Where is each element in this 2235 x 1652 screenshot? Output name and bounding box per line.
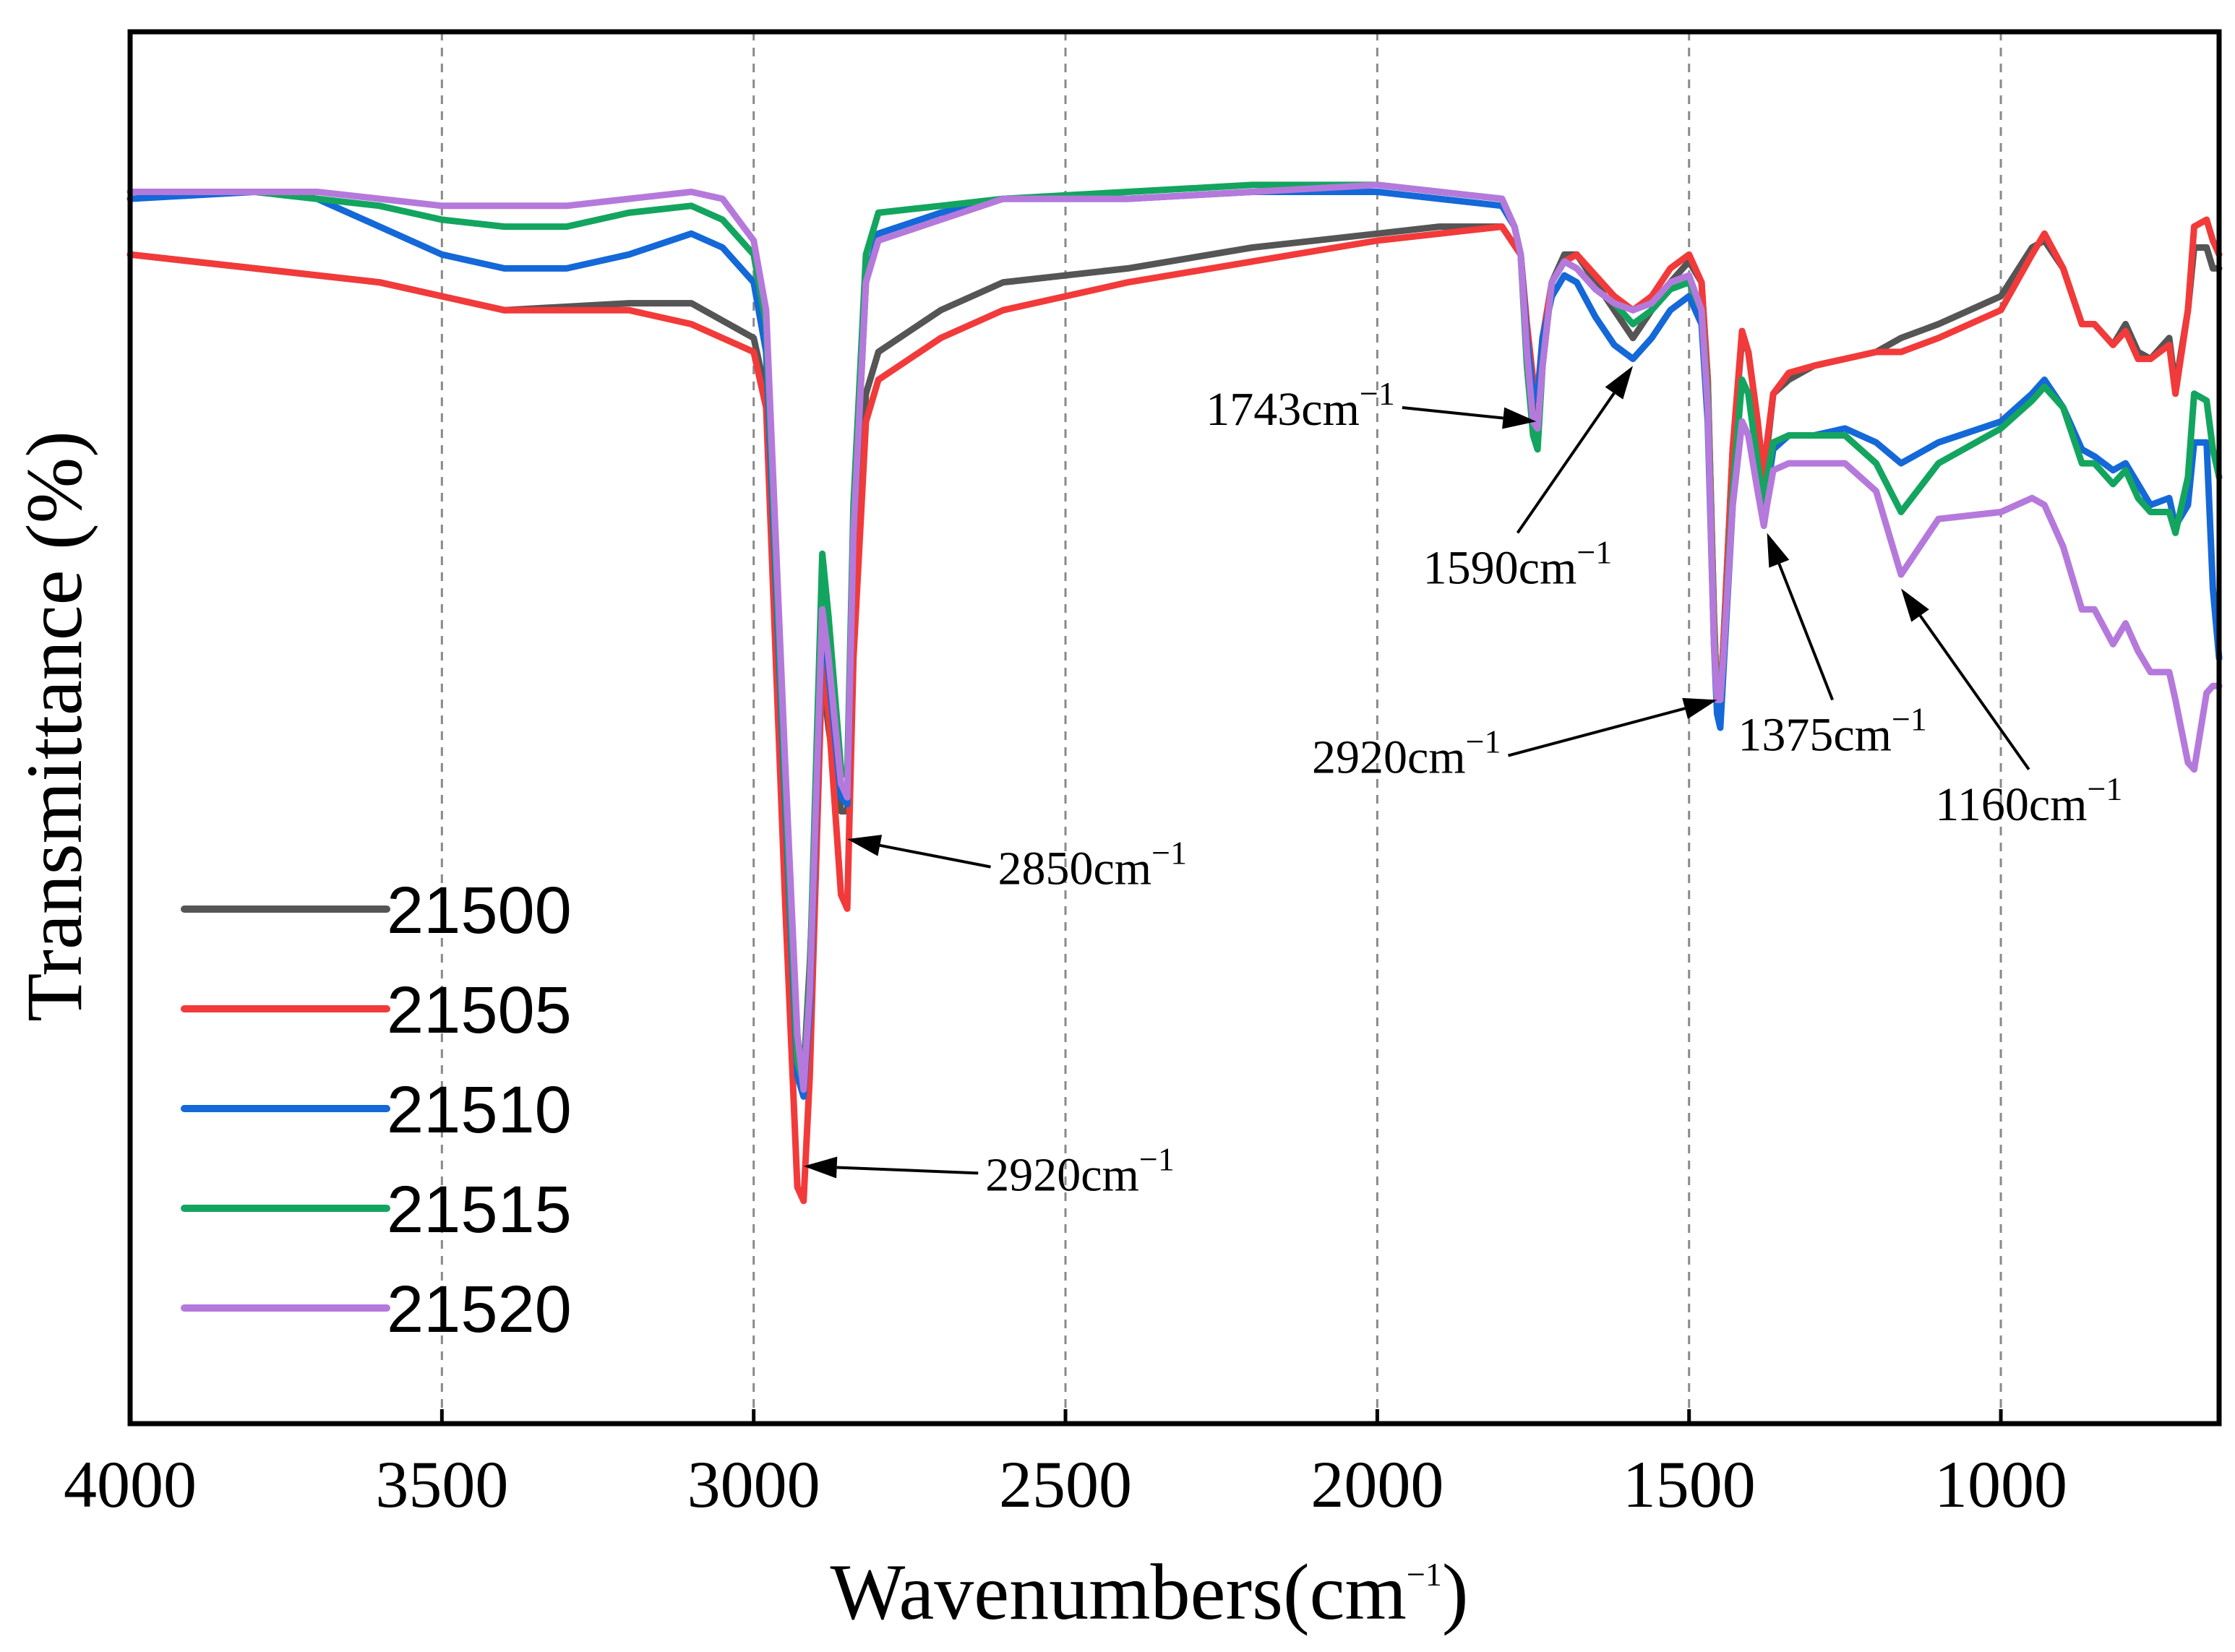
- annotation-arrow-line: [1516, 392, 1616, 534]
- annotation-label: 1590cm−1: [1423, 533, 1613, 594]
- annotation-label: 2920cm−1: [1312, 723, 1501, 784]
- annotation-arrow-line: [836, 1166, 979, 1175]
- annotation-arrow-head: [1605, 366, 1634, 400]
- series-line-21515: [126, 181, 2223, 1086]
- series-line-21505: [126, 216, 2223, 1205]
- annotation-label: 2850cm−1: [998, 835, 1188, 895]
- series-line-21500: [126, 223, 2223, 1079]
- legend-label-21500: 21500: [387, 874, 572, 947]
- annotation-arrow-head: [1502, 407, 1537, 429]
- legend-label-21505: 21505: [387, 973, 572, 1047]
- peak-annotations: 2850cm−1 2920cm−1 1743cm−1 1590cm−1 2920cm−1…: [803, 366, 2122, 1201]
- series-lines: [126, 181, 2223, 1205]
- x-tick-label-3000: 3000: [687, 1447, 820, 1521]
- x-tick-label-2000: 2000: [1310, 1447, 1443, 1521]
- annotation-arrow-head: [803, 1156, 838, 1179]
- x-tick-label-2500: 2500: [999, 1447, 1132, 1521]
- x-axis-title: Wavenumbers(cm−1): [830, 1548, 1468, 1636]
- x-tick-label-4000: 4000: [64, 1447, 197, 1521]
- annotation-1160-peak: 1160cm−1: [1901, 588, 2122, 831]
- annotation-1460-peak: 2920cm−1: [1312, 697, 1717, 784]
- x-tick-label-1000: 1000: [1934, 1447, 2067, 1521]
- annotation-arrow-head: [1901, 588, 1929, 622]
- x-axis-ticks: 4000 3500 3000 2500 2000 1500 1000: [64, 1409, 2067, 1521]
- annotation-arrow-line: [1777, 563, 1834, 701]
- x-tick-label-1500: 1500: [1623, 1447, 1756, 1521]
- y-axis-title: Transmittance (%): [10, 431, 98, 1022]
- annotation-arrow-head: [1682, 697, 1717, 719]
- legend-label-21510: 21510: [387, 1073, 572, 1147]
- legend-label-21515: 21515: [387, 1173, 572, 1247]
- annotation-label: 2920cm−1: [985, 1140, 1175, 1201]
- x-tick-label-3500: 3500: [375, 1447, 508, 1521]
- series-line-21510: [126, 189, 2223, 1100]
- annotation-arrow-line: [879, 843, 991, 869]
- annotation-arrow-head: [1767, 533, 1790, 568]
- annotation-2920-peak: 2920cm−1: [803, 1140, 1175, 1201]
- series-line-21520: [126, 181, 2223, 1093]
- annotation-label: 1160cm−1: [1935, 770, 2122, 831]
- legend: 21500 21505 21510 21515 21520: [181, 874, 572, 1346]
- annotation-arrow-line: [1918, 614, 2030, 770]
- annotation-arrow-head: [847, 835, 883, 856]
- annotation-1743-peak: 1743cm−1: [1206, 375, 1537, 436]
- annotation-arrow-line: [1402, 406, 1503, 420]
- annotation-1590-peak: 1590cm−1: [1423, 366, 1634, 594]
- annotation-2850-peak: 2850cm−1: [847, 835, 1187, 895]
- plot-frame: [127, 29, 2222, 1427]
- annotation-arrow-line: [1508, 707, 1686, 757]
- legend-label-21520: 21520: [387, 1273, 572, 1346]
- annotation-1375-peak: 1375cm−1: [1738, 533, 1927, 761]
- annotation-label: 1375cm−1: [1738, 700, 1927, 761]
- annotation-label: 1743cm−1: [1206, 375, 1395, 436]
